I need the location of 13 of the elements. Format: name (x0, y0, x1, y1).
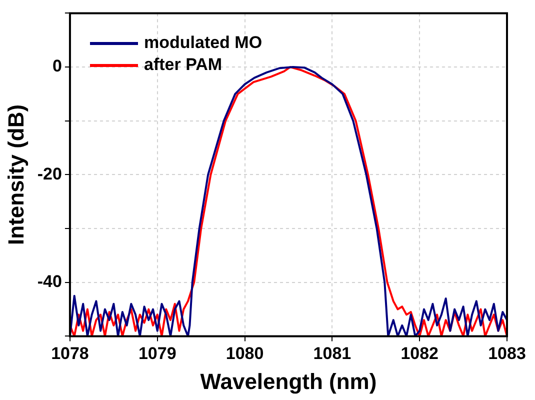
y-tick-label: -20 (37, 164, 62, 184)
x-tick-label: 1082 (400, 344, 439, 364)
legend-label: after PAM (144, 54, 222, 76)
x-tick-label: 1078 (51, 344, 89, 364)
x-tick-label: 1083 (488, 344, 526, 364)
x-tick-label: 1081 (313, 344, 352, 364)
x-tick-label: 1079 (138, 344, 176, 364)
x-tick-label: 1080 (226, 344, 264, 364)
y-tick-label: -40 (37, 272, 62, 292)
legend-label: modulated MO (144, 32, 262, 54)
y-axis-title: Intensity (dB) (3, 104, 28, 245)
y-tick-label: 0 (52, 56, 62, 76)
x-axis-title: Wavelength (nm) (200, 368, 377, 394)
